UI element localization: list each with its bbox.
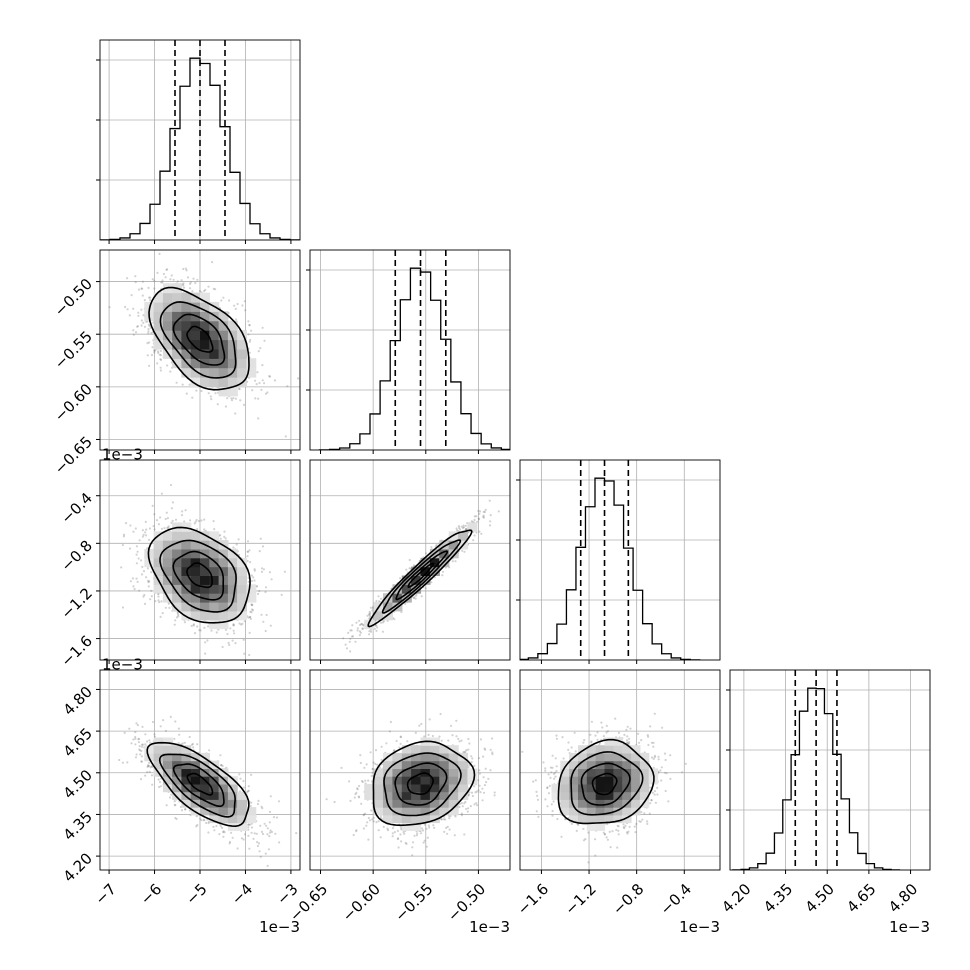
panel-1-0 — [96, 249, 301, 454]
x-tick-label: −0.60 — [339, 880, 384, 925]
panel-2-0 — [96, 459, 301, 664]
contour-0 — [407, 562, 435, 589]
y-tick-label: −0.4 — [58, 489, 96, 527]
y-tick-label: −0.65 — [51, 433, 96, 478]
y-tick-label: 4.35 — [60, 808, 96, 844]
contour-3 — [148, 286, 250, 391]
contour-2 — [158, 753, 236, 818]
histogram-panel-1 — [306, 249, 511, 454]
x-tick-label: 4.65 — [843, 880, 879, 916]
contour-1 — [172, 550, 225, 601]
panel-frame — [309, 669, 511, 871]
density-cells — [364, 522, 478, 630]
x-offset-text: 1e−3 — [469, 918, 510, 936]
x-tick-label: −0.8 — [609, 880, 647, 918]
panel-frame — [519, 669, 721, 871]
contour-3 — [147, 526, 251, 624]
contour-0 — [186, 772, 214, 796]
contour-2 — [383, 752, 462, 817]
x-tick-label: 4.50 — [802, 880, 838, 916]
contour-3 — [367, 529, 473, 628]
panel-2-1 — [309, 459, 511, 664]
y-tick-label: −0.55 — [51, 327, 96, 372]
x-offset-text: 1e−3 — [889, 918, 930, 936]
panel-frame — [729, 669, 931, 871]
panel-3-1 — [309, 669, 511, 874]
x-tick-label: −0.4 — [657, 880, 695, 918]
x-tick-label: 4.20 — [718, 880, 754, 916]
x-tick-label: 4.35 — [760, 880, 796, 916]
histogram-panel-3 — [726, 669, 931, 874]
y-tick-label: −1.6 — [58, 632, 96, 670]
x-offset-text: 1e−3 — [259, 918, 300, 936]
contour-1 — [172, 313, 226, 366]
contour-0 — [591, 772, 618, 796]
panel-frame — [309, 249, 511, 451]
histogram-step-2 — [520, 477, 701, 660]
contour-3 — [557, 738, 655, 825]
x-tick-label: 4.80 — [885, 880, 921, 916]
panel-frame — [309, 459, 511, 661]
contour-0 — [186, 325, 214, 353]
histogram-step-3 — [732, 687, 901, 870]
y-offset-text: 1e−3 — [102, 656, 143, 674]
x-tick-label: −1.6 — [514, 880, 552, 918]
histogram-panel-0 — [96, 39, 301, 244]
contour-1 — [172, 763, 225, 807]
contour-2 — [159, 301, 237, 379]
y-offset-text: 1e−3 — [102, 446, 143, 464]
y-tick-label: −0.50 — [51, 275, 96, 320]
contour-1 — [394, 762, 448, 806]
density-cells — [144, 283, 257, 397]
panel-3-0 — [96, 669, 301, 874]
x-tick-label: −6 — [137, 880, 165, 908]
histogram-panel-2 — [516, 459, 721, 664]
y-tick-label: 4.65 — [60, 724, 96, 760]
panel-3-2 — [519, 669, 721, 874]
contour-3 — [146, 741, 250, 828]
contour-2 — [570, 751, 644, 816]
contour-0 — [186, 562, 214, 589]
x-tick-label: −0.55 — [391, 880, 436, 925]
contour-2 — [381, 539, 462, 614]
contour-1 — [395, 550, 449, 601]
x-tick-label: −1.2 — [561, 880, 599, 918]
y-tick-label: −0.60 — [51, 380, 96, 425]
density-cells — [144, 522, 257, 630]
contour-0 — [406, 772, 434, 795]
y-tick-label: 4.80 — [60, 683, 96, 719]
x-tick-label: −7 — [91, 880, 119, 908]
y-tick-label: 4.50 — [60, 766, 96, 802]
y-tick-label: −0.8 — [58, 537, 96, 575]
y-tick-label: 4.20 — [60, 849, 96, 885]
contour-1 — [580, 762, 631, 806]
contour-2 — [159, 539, 237, 613]
x-offset-text: 1e−3 — [679, 918, 720, 936]
panel-frame — [519, 459, 721, 661]
x-tick-label: −5 — [182, 880, 210, 908]
contour-3 — [372, 740, 476, 827]
x-tick-label: −4 — [228, 880, 256, 908]
y-tick-label: −1.2 — [58, 584, 96, 622]
